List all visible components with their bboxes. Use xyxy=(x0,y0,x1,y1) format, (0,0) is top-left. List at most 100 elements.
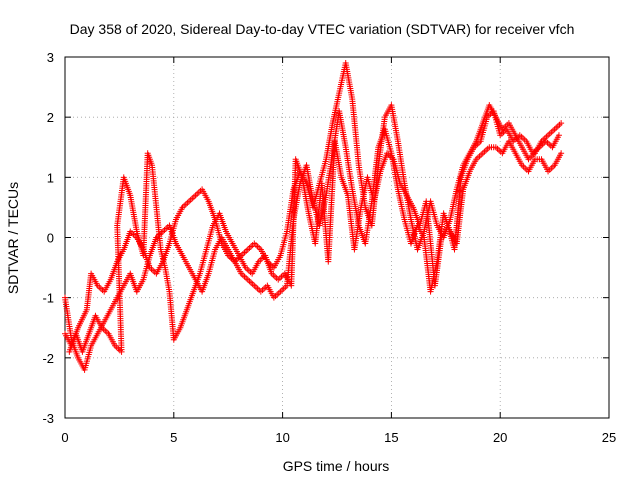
y-tick-label: -2 xyxy=(42,351,54,366)
data-point xyxy=(92,312,99,319)
data-point xyxy=(179,204,186,211)
data-point xyxy=(440,210,447,217)
data-point xyxy=(212,246,219,253)
data-point xyxy=(172,216,179,223)
data-point xyxy=(118,348,125,355)
data-point xyxy=(94,282,101,289)
data-point xyxy=(364,174,371,181)
data-point xyxy=(166,288,173,295)
data-point xyxy=(499,150,506,157)
data-point xyxy=(190,288,197,295)
data-point xyxy=(120,174,127,181)
data-point xyxy=(112,342,119,349)
data-point xyxy=(183,306,190,313)
data-point xyxy=(551,126,558,133)
data-point xyxy=(416,222,423,229)
data-point xyxy=(438,234,445,241)
data-point xyxy=(186,198,193,205)
data-point xyxy=(127,192,134,199)
data-point xyxy=(288,282,295,289)
data-point xyxy=(536,144,543,151)
data-point xyxy=(62,330,68,337)
data-point xyxy=(79,348,86,355)
data-point xyxy=(101,288,108,295)
data-point xyxy=(486,102,493,109)
data-point xyxy=(114,222,121,229)
data-point xyxy=(127,228,134,235)
axis-ticks: 0 5 10 15 20 25 -3 -2 -1 0 1 2 3 xyxy=(42,50,616,445)
data-point xyxy=(231,258,238,265)
data-point xyxy=(88,342,95,349)
data-point xyxy=(460,186,467,193)
data-point xyxy=(336,90,343,97)
data-point xyxy=(388,102,395,109)
data-point xyxy=(270,294,277,301)
data-point xyxy=(205,198,212,205)
data-point xyxy=(497,132,504,139)
data-point xyxy=(225,246,232,253)
data-point xyxy=(303,162,310,169)
data-point xyxy=(401,216,408,223)
data-point xyxy=(196,270,203,277)
data-point xyxy=(244,246,251,253)
data-point xyxy=(349,96,356,103)
data-point xyxy=(305,210,312,217)
data-point xyxy=(223,228,230,235)
data-point xyxy=(490,108,497,115)
data-point xyxy=(94,330,101,337)
data-point xyxy=(268,270,275,277)
data-point xyxy=(120,246,127,253)
data-point xyxy=(323,156,330,163)
data-point xyxy=(264,282,271,289)
data-point xyxy=(310,198,317,205)
data-point xyxy=(216,210,223,217)
data-point xyxy=(558,120,565,127)
y-tick-label: -1 xyxy=(42,291,54,306)
data-point xyxy=(342,144,349,151)
data-point xyxy=(277,288,284,295)
data-point xyxy=(133,288,140,295)
data-point xyxy=(255,258,262,265)
data-point xyxy=(384,150,391,157)
data-point xyxy=(105,330,112,337)
data-point xyxy=(538,156,545,163)
data-point xyxy=(262,252,269,259)
y-tick-label: 0 xyxy=(47,231,54,246)
data-point xyxy=(492,144,499,151)
data-point xyxy=(75,324,82,331)
data-point xyxy=(407,216,414,223)
data-point xyxy=(133,228,140,235)
data-point xyxy=(179,252,186,259)
data-point xyxy=(444,222,451,229)
data-point xyxy=(355,162,362,169)
data-point xyxy=(299,174,306,181)
data-point xyxy=(542,138,549,145)
data-point xyxy=(377,168,384,175)
data-point xyxy=(244,276,251,283)
data-point xyxy=(149,162,156,169)
data-point xyxy=(66,348,73,355)
data-point xyxy=(451,246,458,253)
x-axis-label: GPS time / hours xyxy=(283,458,390,474)
data-point xyxy=(555,132,562,139)
data-point xyxy=(484,114,491,121)
data-point xyxy=(162,264,169,271)
y-tick-label: -3 xyxy=(42,411,54,426)
data-point xyxy=(394,138,401,145)
data-point xyxy=(290,186,297,193)
data-point xyxy=(144,150,151,157)
data-point xyxy=(381,114,388,121)
data-point xyxy=(153,270,160,277)
data-point xyxy=(529,150,536,157)
y-axis-label: SDTVAR / TECUs xyxy=(5,182,21,294)
data-point xyxy=(166,222,173,229)
data-point xyxy=(421,234,428,241)
data-point xyxy=(505,120,512,127)
data-point xyxy=(318,180,325,187)
data-point xyxy=(551,162,558,169)
data-point xyxy=(434,222,441,229)
data-point xyxy=(275,276,282,283)
chart-title: Day 358 of 2020, Sidereal Day-to-day VTE… xyxy=(70,21,575,37)
data-point xyxy=(394,186,401,193)
data-point xyxy=(199,186,206,193)
